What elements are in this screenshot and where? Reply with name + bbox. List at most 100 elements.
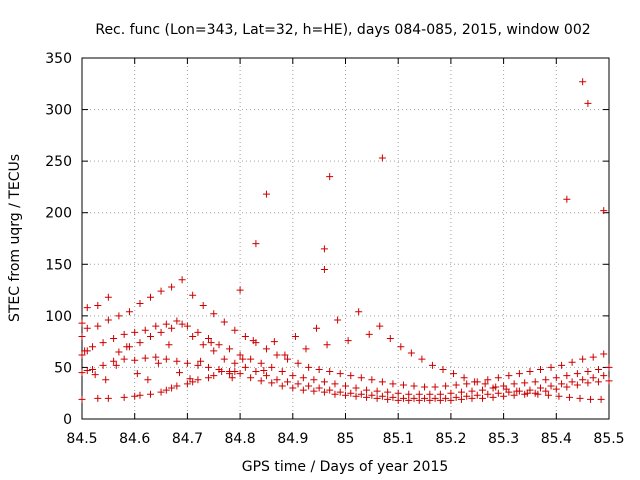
data-point	[199, 302, 207, 310]
data-point	[189, 332, 197, 340]
data-point	[386, 335, 394, 343]
data-point	[194, 361, 202, 369]
data-point	[78, 395, 86, 403]
data-point	[147, 293, 155, 301]
x-tick-label: 85	[337, 431, 355, 447]
data-point	[131, 328, 139, 336]
data-point	[415, 396, 423, 404]
data-point	[83, 367, 91, 375]
data-point	[494, 374, 502, 382]
data-point	[168, 283, 176, 291]
data-point	[447, 389, 455, 397]
data-point	[460, 374, 468, 382]
data-point	[157, 287, 165, 295]
data-point	[407, 349, 415, 357]
data-point	[547, 382, 555, 390]
data-point	[344, 337, 352, 345]
data-point	[536, 365, 544, 373]
data-point	[236, 351, 244, 359]
y-tick-label: 200	[45, 206, 72, 222]
data-point	[241, 363, 249, 371]
data-point	[331, 380, 339, 388]
data-point	[299, 374, 307, 382]
data-point	[463, 380, 471, 388]
data-point	[289, 372, 297, 380]
data-point	[421, 394, 429, 402]
data-point	[268, 363, 276, 371]
data-point	[405, 396, 413, 404]
data-point	[284, 378, 292, 386]
data-point	[141, 354, 149, 362]
data-point	[120, 355, 128, 363]
data-point	[210, 310, 218, 318]
data-point	[249, 337, 257, 345]
data-point	[102, 376, 110, 384]
y-axis-label: STEC from uqrg / TECUs	[7, 154, 23, 322]
data-point	[363, 386, 371, 394]
data-point	[573, 370, 581, 378]
x-tick-label: 85.3	[488, 431, 519, 447]
data-point	[389, 393, 397, 401]
y-tick-label: 250	[45, 154, 72, 170]
data-point	[368, 391, 376, 399]
data-point	[165, 341, 173, 349]
data-point	[484, 390, 492, 398]
data-point	[394, 396, 402, 404]
y-tick-labels: 0 50 100 150 200 250 300 350	[45, 51, 72, 428]
data-point	[236, 286, 244, 294]
data-point	[110, 357, 118, 365]
y-tick-label: 350	[45, 51, 72, 67]
data-point	[99, 339, 107, 347]
data-point	[173, 382, 181, 390]
data-point	[162, 386, 170, 394]
data-point	[479, 386, 487, 394]
data-point	[558, 361, 566, 369]
data-point	[576, 394, 584, 402]
data-point	[78, 319, 86, 327]
data-point	[600, 350, 608, 358]
data-point	[452, 393, 460, 401]
data-point	[294, 380, 302, 388]
data-point	[231, 368, 239, 376]
data-point	[136, 391, 144, 399]
x-tick-label: 84.9	[277, 431, 308, 447]
data-point	[523, 389, 531, 397]
data-point	[215, 341, 223, 349]
data-point	[376, 322, 384, 330]
data-point	[439, 365, 447, 373]
data-point	[389, 380, 397, 388]
data-point	[294, 359, 302, 367]
data-point	[584, 99, 592, 107]
data-point	[397, 343, 405, 351]
data-point	[457, 395, 465, 403]
data-point	[278, 368, 286, 376]
data-point	[204, 363, 212, 371]
data-point	[125, 308, 133, 316]
data-point	[91, 371, 99, 379]
data-point	[173, 357, 181, 365]
data-point	[162, 320, 170, 328]
data-point	[299, 386, 307, 394]
data-point	[257, 359, 265, 367]
data-point	[104, 293, 112, 301]
data-point	[415, 390, 423, 398]
data-point	[352, 384, 360, 392]
grid	[82, 58, 609, 419]
data-point	[378, 378, 386, 386]
data-point	[531, 378, 539, 386]
data-point	[431, 383, 439, 391]
data-point	[131, 356, 139, 364]
data-point	[357, 390, 365, 398]
data-point	[247, 374, 255, 382]
data-point	[178, 276, 186, 284]
data-point	[315, 365, 323, 373]
axis-ticks	[81, 57, 610, 420]
x-tick-label: 84.5	[66, 431, 97, 447]
data-point	[154, 359, 162, 367]
x-tick-label: 85.1	[383, 431, 414, 447]
data-point	[131, 392, 139, 400]
data-point	[584, 368, 592, 376]
data-point	[289, 384, 297, 392]
data-point	[168, 384, 176, 392]
data-point	[352, 392, 360, 400]
